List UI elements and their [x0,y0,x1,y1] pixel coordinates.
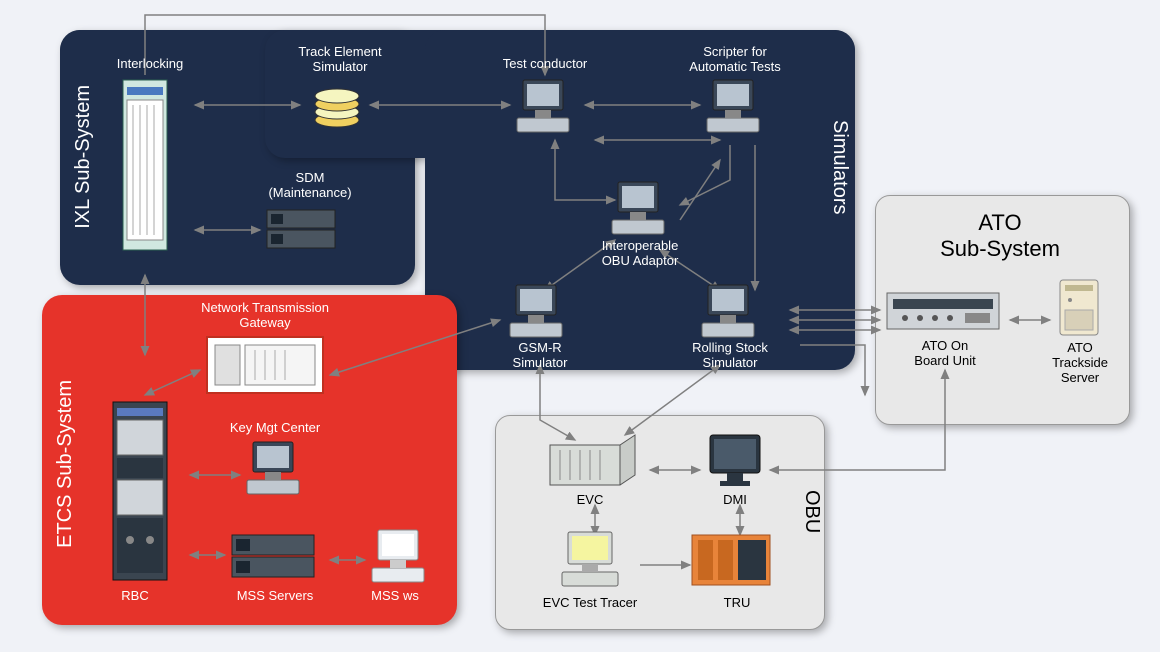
evc-label: EVC [565,492,615,507]
server-icon [265,205,340,255]
dmi-node [705,430,765,495]
mss-ws-label: MSS ws [360,588,430,603]
scripter-label: Scripter forAutomatic Tests [675,44,795,74]
computer-icon [370,528,430,586]
obu-adaptor-node [610,180,670,243]
etcs-label: ETCS Sub-System [54,380,77,548]
sdm-label: SDM(Maintenance) [260,170,360,200]
computer-icon [610,180,670,238]
tru-label: TRU [712,595,762,610]
test-conductor-node [515,78,575,141]
ato-obu-label: ATO OnBoard Unit [900,338,990,368]
gsmr-node [508,283,568,346]
rolling-stock-label: Rolling StockSimulator [680,340,780,370]
evc-node [545,430,640,495]
stack-icon [310,80,365,130]
mss-servers-node [230,530,320,590]
obu-adaptor-label: InteroperableOBU Adaptor [590,238,690,268]
computer-icon [705,78,765,136]
ato-server-node [1055,275,1105,345]
sdm-node [265,205,340,260]
gsmr-label: GSM-RSimulator [495,340,585,370]
mss-ws-node [370,528,430,591]
server-icon [230,530,320,585]
obu-label: OBU [800,490,823,533]
track-elem-label: Track ElementSimulator [280,44,400,74]
rbc-node [105,400,175,590]
hardware-icon [885,285,1005,335]
ntg-node [205,335,325,400]
rack-icon [115,75,175,255]
mss-servers-label: MSS Servers [225,588,325,603]
evc-tracer-label: EVC Test Tracer [525,595,655,610]
ato-server-label: ATOTracksideServer [1040,340,1120,385]
computer-icon [508,283,568,341]
ntg-label: Network TransmissionGateway [185,300,345,330]
scripter-node [705,78,765,141]
rolling-stock-node [700,283,760,346]
tru-node [690,530,775,595]
evc-tracer-node [560,530,625,595]
kmc-node [245,440,305,503]
ato-title: ATO Sub-System [920,210,1080,262]
computer-icon [700,283,760,341]
ato-obu-node [885,285,1005,340]
dmi-label: DMI [715,492,755,507]
hardware-orange-icon [690,530,775,590]
test-conductor-label: Test conductor [490,56,600,71]
monitor-icon [705,430,765,490]
tower-icon [1055,275,1105,340]
computer-icon [245,440,305,498]
computer-icon [560,530,625,590]
gateway-icon [205,335,325,395]
track-elem-sim-node [310,80,365,135]
interlocking-node [115,75,175,260]
computer-icon [515,78,575,136]
interlocking-label: Interlocking [105,56,195,71]
hardware-icon [545,430,640,490]
rack-icon [105,400,175,585]
rbc-label: RBC [110,588,160,603]
ixl-label: IXL Sub-System [72,85,95,229]
kmc-label: Key Mgt Center [215,420,335,435]
simulators-label: Simulators [828,120,851,214]
